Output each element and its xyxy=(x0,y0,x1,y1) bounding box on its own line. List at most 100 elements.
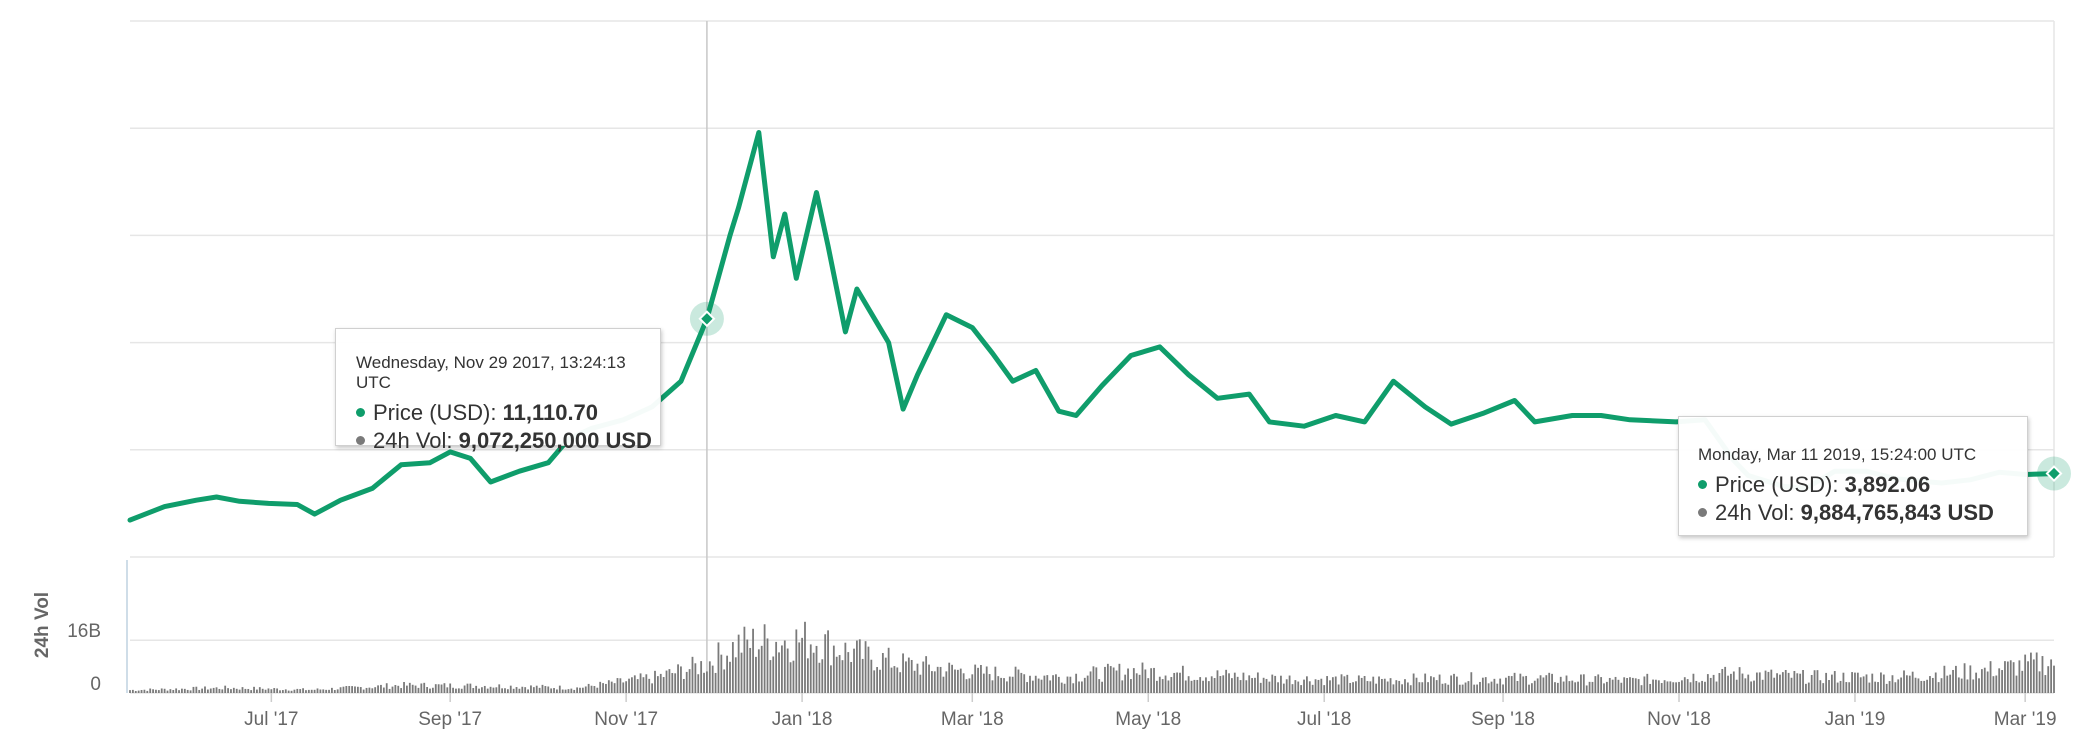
volume-bar xyxy=(475,685,478,693)
volume-bar xyxy=(746,639,749,693)
volume-bar xyxy=(1352,682,1354,693)
volume-bar xyxy=(1556,682,1559,693)
volume-bar xyxy=(977,667,979,693)
volume-bar xyxy=(1323,685,1326,693)
tooltip-price-label: Price (USD) xyxy=(1715,472,1833,497)
volume-bar xyxy=(590,685,593,693)
volume-bar xyxy=(1946,675,1949,693)
volume-bar xyxy=(1897,679,1900,693)
volume-bar xyxy=(579,687,581,693)
volume-bar xyxy=(1034,675,1037,693)
volume-bar xyxy=(1109,666,1112,693)
volume-bar xyxy=(1222,675,1225,693)
volume-bar xyxy=(1663,680,1666,693)
volume-bar xyxy=(1888,681,1891,693)
volume-bar xyxy=(1911,671,1914,693)
volume-bar xyxy=(221,689,224,693)
volume-bar xyxy=(224,685,227,693)
volume-bar xyxy=(1905,675,1908,693)
volume-bar xyxy=(1966,679,1969,693)
volume-bar xyxy=(1605,681,1608,693)
volume-bar xyxy=(1718,673,1721,693)
volume-bar xyxy=(143,689,146,693)
volume-bar xyxy=(463,685,466,693)
volume-bar xyxy=(232,687,235,693)
volume-bar xyxy=(956,669,959,693)
volume-bar xyxy=(945,671,948,693)
volume-bar xyxy=(1343,676,1346,693)
volume-bar xyxy=(2015,675,2018,693)
volume-bar xyxy=(538,687,541,693)
volume-bar xyxy=(530,685,532,693)
volume-bar xyxy=(1389,678,1392,693)
volume-bar xyxy=(991,680,994,693)
volume-bar xyxy=(907,657,910,693)
volume-bar xyxy=(1242,672,1245,693)
volume-bar xyxy=(1104,666,1106,693)
volume-bar xyxy=(980,664,982,693)
volume-bar xyxy=(1865,674,1868,693)
hover-marker-diamond xyxy=(698,310,716,328)
volume-bar xyxy=(1646,673,1649,693)
volume-bar xyxy=(1732,671,1735,693)
volume-bar xyxy=(682,678,685,693)
volume-bar xyxy=(1730,673,1732,693)
volume-bar xyxy=(348,685,351,693)
volume-bar xyxy=(1753,680,1755,693)
volume-bar xyxy=(1398,680,1401,693)
volume-bar xyxy=(602,683,604,693)
volume-bar xyxy=(1706,674,1709,693)
volume-bar xyxy=(406,685,408,693)
volume-bar xyxy=(1127,668,1129,693)
volume-bar xyxy=(821,659,824,693)
volume-bar xyxy=(1631,677,1634,693)
volume-bar xyxy=(1216,670,1219,693)
volume-bar xyxy=(1891,675,1894,693)
volume-bar xyxy=(1092,666,1095,693)
volume-bar xyxy=(1430,676,1432,693)
volume-bar xyxy=(1828,680,1830,693)
volume-bar xyxy=(1787,672,1790,693)
volume-bar xyxy=(305,690,307,693)
volume-bar xyxy=(1695,680,1698,693)
tooltip-mar-2019: Monday, Mar 11 2019, 15:24:00 UTC Price … xyxy=(1678,416,2028,536)
volume-bar xyxy=(948,662,951,693)
volume-bar xyxy=(377,685,379,693)
volume-bar xyxy=(804,621,806,693)
volume-bar xyxy=(628,678,630,693)
volume-bar xyxy=(1805,683,1807,693)
volume-bar xyxy=(279,690,281,693)
volume-bar xyxy=(740,652,743,693)
volume-bar xyxy=(1406,682,1409,693)
volume-bar xyxy=(1213,678,1216,693)
volume-bar xyxy=(703,672,705,693)
volume-bar xyxy=(1735,679,1738,693)
volume-bar xyxy=(1156,680,1158,693)
volume-bar xyxy=(155,689,157,693)
volume-bar xyxy=(1712,674,1715,693)
volume-bar xyxy=(1366,681,1369,693)
volume-bar xyxy=(1187,676,1190,693)
volume-bar xyxy=(1545,675,1548,693)
volume-bar xyxy=(1424,673,1427,693)
volume-bar xyxy=(466,683,469,693)
volume-bar xyxy=(420,683,423,693)
volume-bar xyxy=(310,689,313,693)
volume-bar xyxy=(1582,674,1585,693)
tooltip-volume-value: 9,072,250,000 USD xyxy=(458,428,652,453)
tooltip-volume-label: 24h Vol xyxy=(1715,500,1789,525)
volume-bar xyxy=(1158,676,1161,693)
volume-bar xyxy=(1337,684,1340,693)
volume-bar xyxy=(163,688,166,693)
volume-bar xyxy=(1949,674,1952,693)
volume-bar xyxy=(1903,670,1905,693)
volume-bar xyxy=(1620,682,1623,693)
volume-bar xyxy=(1649,683,1652,693)
volume-bar xyxy=(1369,681,1372,693)
volume-bar xyxy=(581,687,584,693)
volume-bar xyxy=(1522,676,1525,693)
volume-bar xyxy=(1894,682,1897,693)
volume-bar xyxy=(873,670,876,693)
volume-bar xyxy=(619,678,622,693)
volume-bar xyxy=(625,681,628,693)
